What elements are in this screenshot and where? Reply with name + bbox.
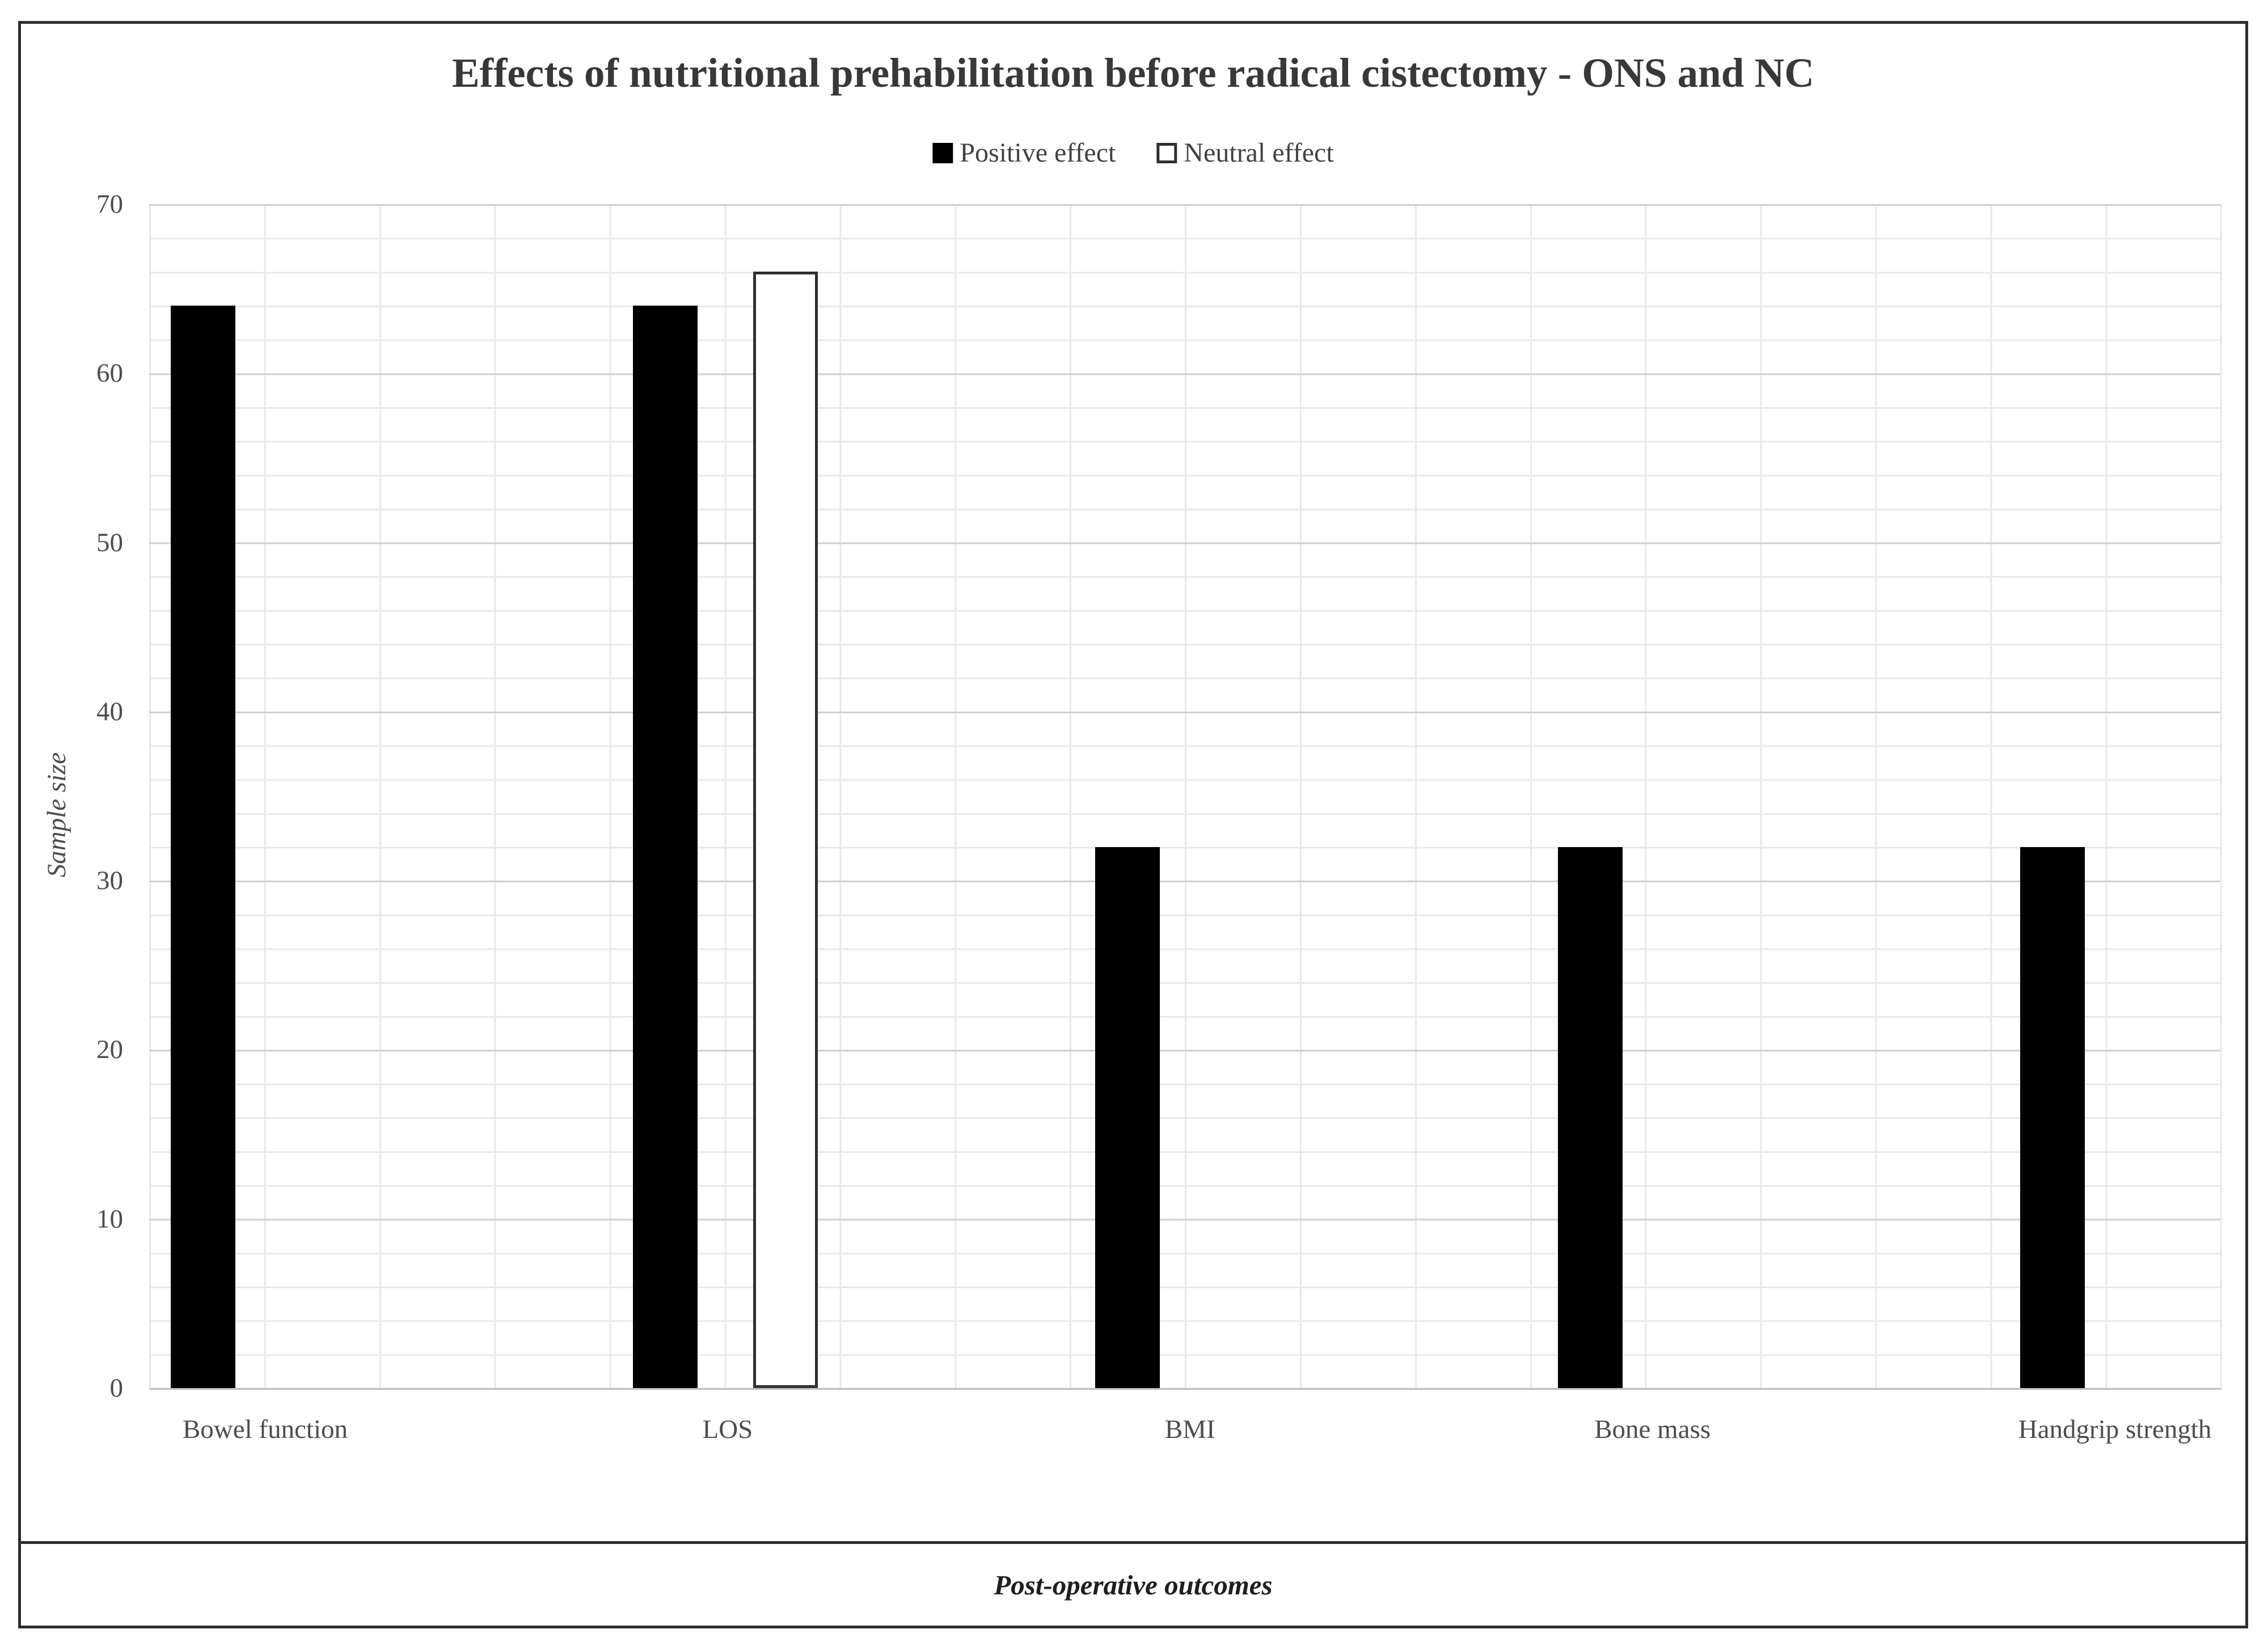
y-tick-30: 30 — [96, 866, 123, 896]
bar-positive-effect-bmi — [1095, 847, 1160, 1388]
bar-positive-effect-bowel-function — [170, 305, 235, 1388]
legend-item-positive-effect: Positive effect — [932, 137, 1116, 168]
category-label-handgrip-strength: Handgrip strength — [2018, 1415, 2212, 1444]
chart-title: Effects of nutritional prehabilitation b… — [451, 50, 1815, 96]
bar-positive-effect-los — [632, 305, 698, 1388]
x-axis-title: Post-operative outcomes — [994, 1569, 1273, 1601]
y-axis-title: Sample size — [42, 752, 71, 878]
category-label-bowel-function: Bowel function — [182, 1415, 348, 1444]
bar-positive-effect-bone-mass — [1557, 847, 1623, 1388]
y-tick-70: 70 — [96, 189, 123, 219]
y-tick-50: 50 — [96, 527, 123, 557]
positive-effect-swatch-icon — [932, 142, 953, 163]
category-label-los: LOS — [702, 1415, 753, 1444]
category-label-bmi: BMI — [1164, 1415, 1215, 1444]
y-tick-20: 20 — [96, 1035, 123, 1065]
neutral-effect-swatch-icon — [1156, 142, 1177, 163]
category-label-bone-mass: Bone mass — [1594, 1415, 1711, 1444]
y-tick-40: 40 — [96, 696, 123, 726]
bottom-separator-line — [21, 1541, 2245, 1544]
y-tick-60: 60 — [96, 358, 123, 388]
bar-neutral-effect-los — [753, 272, 818, 1388]
plot-area — [149, 204, 2222, 1390]
bar-positive-effect-handgrip-strength — [2020, 847, 2085, 1388]
y-tick-0: 0 — [109, 1373, 124, 1403]
chart-figure-frame: Effects of nutritional prehabilitation b… — [18, 21, 2248, 1628]
legend: Positive effect Neutral effect — [932, 137, 1334, 168]
legend-label: Positive effect — [960, 138, 1116, 168]
legend-item-neutral-effect: Neutral effect — [1156, 137, 1334, 168]
y-tick-10: 10 — [96, 1204, 123, 1234]
legend-label: Neutral effect — [1184, 138, 1334, 168]
